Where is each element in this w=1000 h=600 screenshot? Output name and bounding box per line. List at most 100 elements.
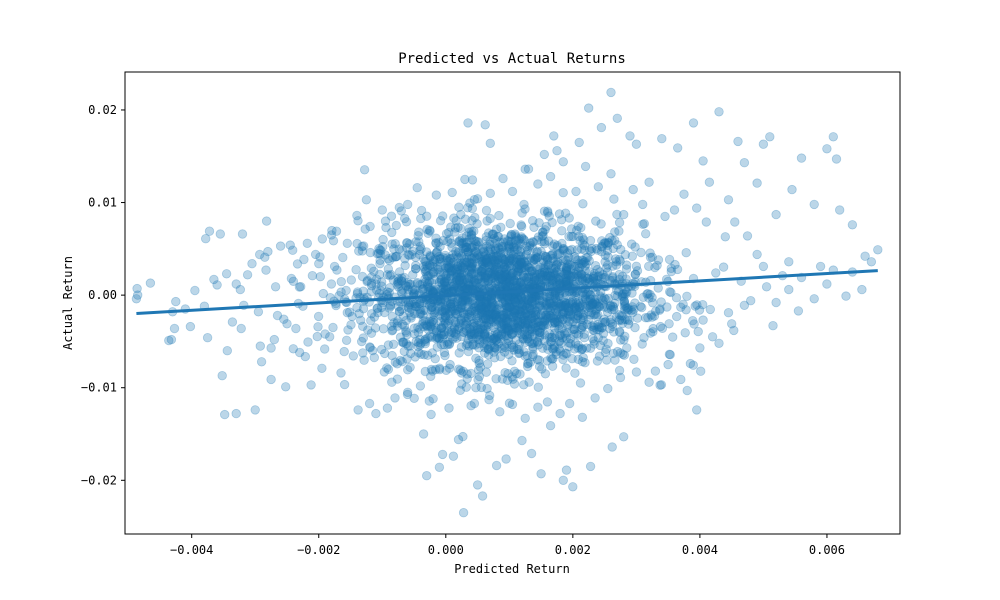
- scatter-point: [565, 259, 575, 269]
- scatter-point: [247, 259, 257, 269]
- y-tick-label: −0.01: [81, 381, 117, 395]
- scatter-point: [483, 259, 494, 270]
- scatter-point: [573, 340, 583, 350]
- scatter-point: [549, 341, 559, 351]
- scatter-point: [362, 276, 372, 287]
- scatter-point: [835, 205, 845, 215]
- scatter-point: [307, 271, 318, 281]
- scatter-point: [339, 379, 350, 390]
- scatter-point: [422, 321, 433, 331]
- scatter-point: [489, 270, 500, 281]
- scatter-point: [521, 272, 531, 283]
- scatter-point: [482, 333, 492, 343]
- scatter-point: [657, 323, 668, 334]
- scatter-point: [416, 349, 426, 359]
- scatter-point: [527, 319, 538, 329]
- scatter-point: [342, 308, 353, 318]
- scatter-point: [482, 270, 492, 281]
- scatter-point: [599, 314, 609, 324]
- scatter-point: [376, 281, 387, 291]
- scatter-point: [515, 257, 526, 268]
- scatter-point: [476, 266, 487, 276]
- scatter-point: [386, 269, 396, 280]
- scatter-point: [466, 401, 476, 411]
- scatter-point: [484, 309, 495, 320]
- scatter-point: [400, 260, 410, 271]
- scatter-point: [698, 315, 708, 325]
- scatter-point: [411, 336, 421, 347]
- scatter-point: [522, 322, 532, 333]
- scatter-point: [341, 285, 351, 296]
- scatter-point: [397, 337, 408, 347]
- scatter-point: [422, 350, 433, 360]
- scatter-point: [522, 361, 533, 372]
- scatter-point: [679, 189, 689, 199]
- scatter-point: [441, 313, 451, 323]
- scatter-point: [390, 393, 400, 403]
- scatter-point: [472, 194, 483, 204]
- scatter-point: [428, 267, 438, 277]
- scatter-point: [499, 320, 509, 331]
- scatter-point: [468, 334, 478, 344]
- scatter-point: [469, 241, 480, 251]
- scatter-point: [752, 178, 762, 188]
- scatter-point: [315, 272, 326, 282]
- scatter-point: [558, 245, 568, 255]
- scatter-point: [303, 337, 313, 347]
- scatter-point: [580, 358, 590, 368]
- scatter-point: [428, 261, 438, 272]
- scatter-point: [519, 347, 529, 357]
- scatter-point: [461, 237, 471, 248]
- scatter-point: [571, 305, 582, 315]
- scatter-point: [436, 330, 446, 340]
- scatter-point: [564, 298, 574, 309]
- scatter-point: [590, 297, 601, 307]
- scatter-point: [466, 269, 476, 280]
- scatter-point: [581, 343, 592, 353]
- scatter-point: [554, 291, 565, 302]
- scatter-point: [572, 225, 582, 236]
- scatter-point: [421, 277, 431, 287]
- scatter-point: [666, 266, 677, 277]
- scatter-point: [503, 323, 513, 333]
- scatter-point: [493, 331, 504, 341]
- scatter-point: [608, 273, 618, 283]
- scatter-point: [535, 330, 545, 341]
- scatter-point: [547, 249, 558, 259]
- scatter-point: [603, 338, 613, 349]
- scatter-point: [648, 323, 658, 334]
- scatter-point: [527, 271, 538, 282]
- scatter-point: [503, 302, 514, 312]
- scatter-point: [603, 238, 614, 248]
- scatter-point: [435, 215, 446, 226]
- y-tick-label: 0.02: [88, 103, 117, 117]
- scatter-point: [506, 271, 517, 282]
- scatter-point: [563, 275, 574, 286]
- scatter-point: [485, 138, 496, 149]
- scatter-point: [561, 302, 572, 313]
- scatter-point: [487, 255, 498, 265]
- scatter-point: [463, 247, 473, 257]
- scatter-point: [477, 491, 488, 501]
- scatter-point: [538, 255, 549, 265]
- scatter-point: [529, 292, 540, 302]
- scatter-point: [685, 358, 696, 369]
- scatter-point: [592, 299, 602, 309]
- scatter-point: [612, 291, 623, 301]
- scatter-point: [440, 315, 450, 326]
- scatter-point: [504, 243, 515, 254]
- scatter-point: [809, 294, 819, 304]
- scatter-point: [535, 320, 546, 331]
- scatter-point: [493, 259, 504, 270]
- scatter-point: [563, 306, 574, 316]
- scatter-point: [606, 169, 616, 179]
- scatter-point: [477, 324, 488, 335]
- scatter-point: [597, 241, 607, 252]
- scatter-point: [866, 257, 877, 267]
- scatter-point: [469, 398, 480, 409]
- scatter-point: [574, 137, 584, 148]
- x-tick-label: 0.000: [428, 543, 464, 557]
- scatter-point: [492, 319, 502, 330]
- scatter-point: [516, 247, 526, 257]
- scatter-point: [503, 317, 513, 327]
